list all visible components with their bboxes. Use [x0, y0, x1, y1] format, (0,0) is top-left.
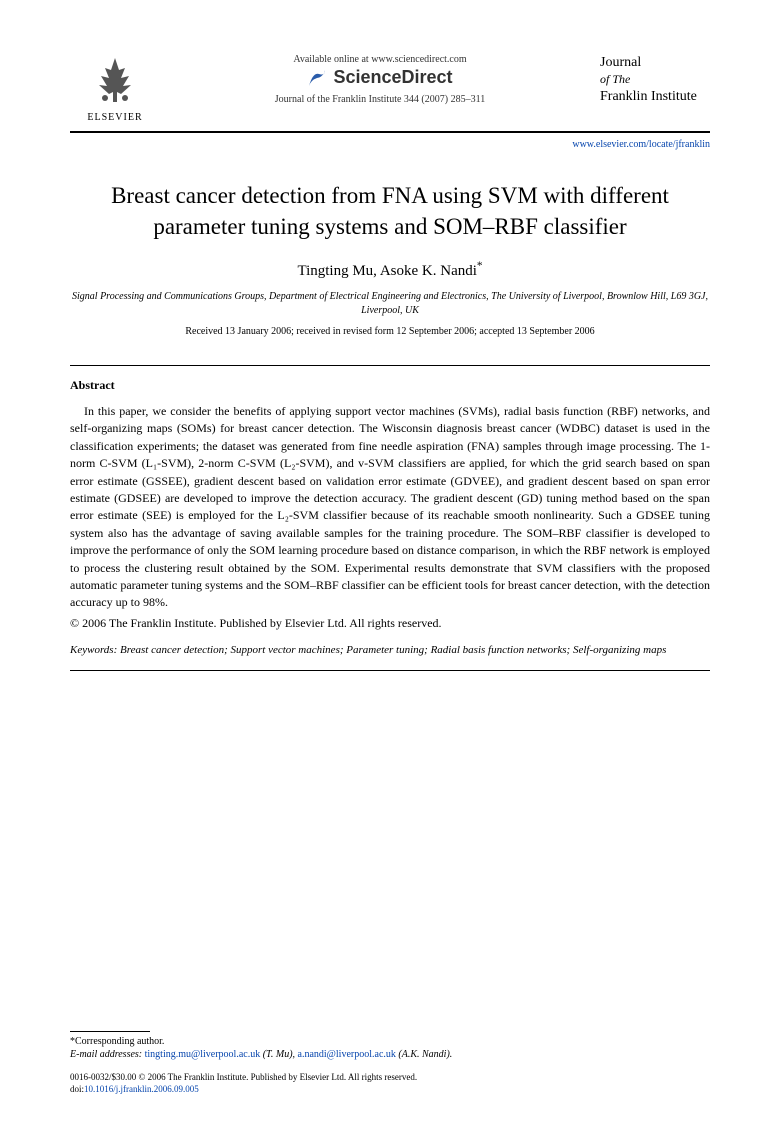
email-name-2: (A.K. Nandi). [396, 1049, 452, 1060]
journal-cover-line3: Franklin Institute [600, 88, 710, 106]
authors-text: Tingting Mu, Asoke K. Nandi [297, 263, 476, 279]
article-dates: Received 13 January 2006; received in re… [70, 326, 710, 337]
sciencedirect-text: ScienceDirect [333, 67, 452, 88]
abstract-body: In this paper, we consider the benefits … [70, 403, 710, 612]
doi-line: doi:10.1016/j.jfranklin.2006.09.005 [70, 1084, 710, 1094]
sciencedirect-icon [307, 68, 327, 88]
abstract-copyright: © 2006 The Franklin Institute. Published… [70, 616, 710, 631]
header-row: ELSEVIER Available online at www.science… [70, 50, 710, 123]
elsevier-tree-icon [85, 50, 145, 110]
email-link-2[interactable]: a.nandi@liverpool.ac.uk [298, 1049, 396, 1060]
email-link-1[interactable]: tingting.mu@liverpool.ac.uk [145, 1049, 261, 1060]
footer-block: *Corresponding author. E-mail addresses:… [70, 1031, 710, 1094]
available-online-text: Available online at www.sciencedirect.co… [160, 54, 600, 65]
journal-cover-line1: Journal [600, 54, 710, 72]
elsevier-label: ELSEVIER [87, 112, 142, 123]
issn-line: 0016-0032/$30.00 © 2006 The Franklin Ins… [70, 1072, 710, 1084]
keywords-label: Keywords: [70, 644, 117, 656]
keywords-text: Breast cancer detection; Support vector … [117, 644, 666, 656]
sciencedirect-logo: ScienceDirect [307, 67, 452, 88]
doi-label: doi: [70, 1084, 84, 1094]
header-center: Available online at www.sciencedirect.co… [160, 50, 600, 105]
article-title: Breast cancer detection from FNA using S… [110, 180, 670, 242]
keywords-block: Keywords: Breast cancer detection; Suppo… [70, 643, 710, 658]
journal-cover-block: Journal of The Franklin Institute [600, 50, 710, 110]
footnote-rule [70, 1031, 150, 1032]
email-name-1: (T. Mu), [260, 1049, 297, 1060]
authors-line: Tingting Mu, Asoke K. Nandi* [70, 260, 710, 280]
abstract-heading: Abstract [70, 378, 710, 393]
email-line: E-mail addresses: tingting.mu@liverpool.… [70, 1049, 710, 1060]
doi-link[interactable]: 10.1016/j.jfranklin.2006.09.005 [84, 1084, 199, 1094]
header-rule [70, 131, 710, 133]
journal-reference: Journal of the Franklin Institute 344 (2… [160, 94, 600, 105]
elsevier-logo-block: ELSEVIER [70, 50, 160, 123]
abstract-rule-top [70, 365, 710, 366]
journal-cover-line2: of The [600, 72, 710, 88]
email-label: E-mail addresses: [70, 1049, 142, 1060]
affiliation: Signal Processing and Communications Gro… [70, 290, 710, 318]
abstract-rule-bottom [70, 670, 710, 671]
corresponding-author: *Corresponding author. [70, 1036, 710, 1047]
corresponding-marker: * [477, 260, 483, 272]
journal-locate-link[interactable]: www.elsevier.com/locate/jfranklin [70, 139, 710, 150]
